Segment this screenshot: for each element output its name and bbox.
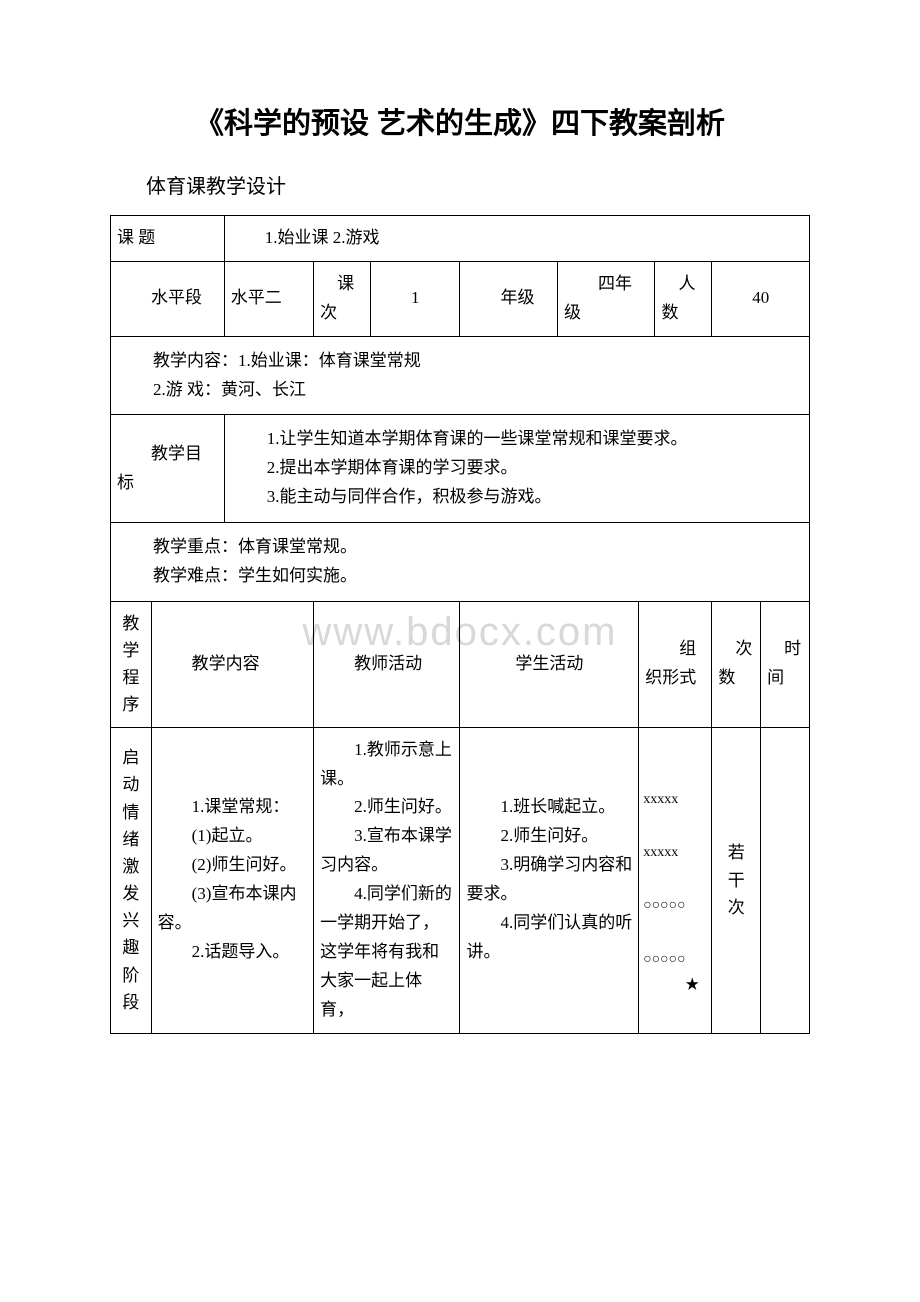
count-label: 人数 (655, 261, 712, 336)
count-value: 40 (712, 261, 810, 336)
level-value: 水平二 (224, 261, 313, 336)
keypoints-content: 教学重点：体育课堂常规。 教学难点：学生如何实施。 (111, 523, 810, 602)
page-subtitle: 体育课教学设计 (110, 170, 810, 199)
content-line1: 教学内容：1.始业课：体育课堂常规 (119, 347, 801, 376)
objective-item: 1.让学生知道本学期体育课的一些课堂常规和课堂要求。 (233, 425, 801, 454)
topic-value: 1.始业课 2.游戏 (224, 216, 809, 262)
stage-teacher: 1.教师示意上课。 2.师生问好。 3.宣布本课学习内容。 4.同学们新的一学期… (314, 727, 460, 1033)
objective-item: 2.提出本学期体育课的学习要求。 (233, 454, 801, 483)
level-label: 水平段 (111, 261, 225, 336)
session-value: 1 (371, 261, 460, 336)
table-row: 启动情绪激发兴趣阶段 1.课堂常规： (1)起立。 (2)师生问好。 (3)宣布… (111, 727, 810, 1033)
stage-content: 1.课堂常规： (1)起立。 (2)师生问好。 (3)宣布本课内容。 2.话题导… (151, 727, 314, 1033)
header-col1: 教学程序 (111, 601, 152, 727)
table-row: 水平段 水平二 课次 1 年级 四年级 人数 40 (111, 261, 810, 336)
content-line2: 2.游 戏：黄河、长江 (119, 376, 801, 405)
table-row: 教学程序 教学内容 教师活动 学生活动 组织形式 次数 时间 (111, 601, 810, 727)
stage-count: 若干次 (712, 727, 761, 1033)
header-col3: 教师活动 (314, 601, 460, 727)
lesson-plan-table: 课 题 1.始业课 2.游戏 水平段 水平二 课次 1 年级 四年级 人数 40… (110, 215, 810, 1034)
objectives-content: 1.让学生知道本学期体育课的一些课堂常规和课堂要求。 2.提出本学期体育课的学习… (224, 415, 809, 523)
stage-formation: xxxxx xxxxx ○○○○○ ○○○○○ ★ (639, 727, 712, 1033)
page-title: 《科学的预设 艺术的生成》四下教案剖析 (110, 100, 810, 142)
objective-item: 3.能主动与同伴合作，积极参与游戏。 (233, 483, 801, 512)
table-row: 教学内容：1.始业课：体育课堂常规 2.游 戏：黄河、长江 (111, 336, 810, 415)
header-col5: 组织形式 (639, 601, 712, 727)
topic-label: 课 题 (111, 216, 225, 262)
objectives-label: 教学目标 (111, 415, 225, 523)
teaching-content: 教学内容：1.始业课：体育课堂常规 2.游 戏：黄河、长江 (111, 336, 810, 415)
header-col4: 学生活动 (460, 601, 639, 727)
header-col2: 教学内容 (151, 601, 314, 727)
table-row: 教学目标 1.让学生知道本学期体育课的一些课堂常规和课堂要求。 2.提出本学期体… (111, 415, 810, 523)
table-row: 课 题 1.始业课 2.游戏 (111, 216, 810, 262)
grade-label: 年级 (460, 261, 558, 336)
header-col6: 次数 (712, 601, 761, 727)
stage-time (761, 727, 810, 1033)
keypoint-line: 教学难点：学生如何实施。 (119, 562, 801, 591)
stage-name: 启动情绪激发兴趣阶段 (111, 727, 152, 1033)
stage-student: 1.班长喊起立。 2.师生问好。 3.明确学习内容和要求。 4.同学们认真的听讲… (460, 727, 639, 1033)
table-row: 教学重点：体育课堂常规。 教学难点：学生如何实施。 (111, 523, 810, 602)
session-label: 课次 (314, 261, 371, 336)
header-col7: 时间 (761, 601, 810, 727)
keypoint-line: 教学重点：体育课堂常规。 (119, 533, 801, 562)
grade-value: 四年级 (557, 261, 655, 336)
